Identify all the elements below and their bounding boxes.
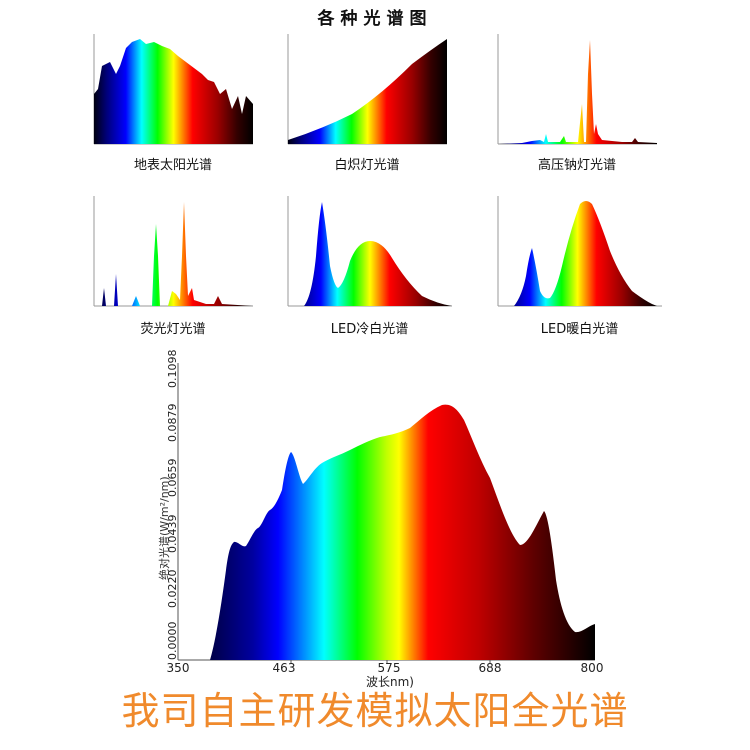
hps-spectrum-plot [497, 34, 657, 145]
x-tick: 688 [478, 661, 502, 675]
y-tick: 0.0000 [166, 621, 179, 661]
fluorescent-spectrum-plot [93, 196, 253, 307]
page-title: 各种光谱图 [317, 9, 433, 29]
mini-chart-led-warm: LED暖白光谱 [492, 196, 667, 337]
led-cool-spectrum-plot [287, 196, 452, 307]
mini-chart-sunlight: 地表太阳光谱 [88, 34, 258, 174]
x-tick: 350 [166, 661, 190, 675]
y-tick: 0.0439 [166, 514, 179, 554]
y-tick: 0.1098 [166, 349, 179, 389]
y-tick: 0.0659 [166, 458, 179, 498]
mini-chart-led-cool: LED冷白光谱 [282, 196, 457, 337]
led-warm-spectrum-plot [497, 196, 662, 307]
x-tick: 463 [272, 661, 296, 675]
x-tick: 800 [580, 661, 604, 675]
mini-chart-fluorescent: 荧光灯光谱 [88, 196, 258, 337]
mini-caption: 地表太阳光谱 [133, 158, 212, 173]
x-tick: 575 [377, 661, 401, 675]
mini-chart-incandescent: 白炽灯光谱 [282, 34, 452, 174]
sunlight-spectrum-plot [93, 34, 253, 145]
slogan: 我司自主研发模拟太阳全光谱 [121, 689, 629, 733]
x-axis-label: 波长nm) [366, 675, 414, 689]
incandescent-spectrum-plot [287, 34, 447, 145]
mini-chart-hps: 高压钠灯光谱 [492, 34, 662, 174]
mini-caption: LED冷白光谱 [330, 322, 409, 337]
mini-caption: 高压钠灯光谱 [537, 158, 616, 173]
y-tick: 0.0220 [166, 569, 179, 609]
y-tick: 0.0879 [166, 403, 179, 443]
spectrum-area [210, 404, 595, 660]
mini-caption: 荧光灯光谱 [140, 322, 206, 337]
mini-caption: LED暖白光谱 [540, 322, 619, 337]
mini-caption: 白炽灯光谱 [334, 158, 400, 173]
